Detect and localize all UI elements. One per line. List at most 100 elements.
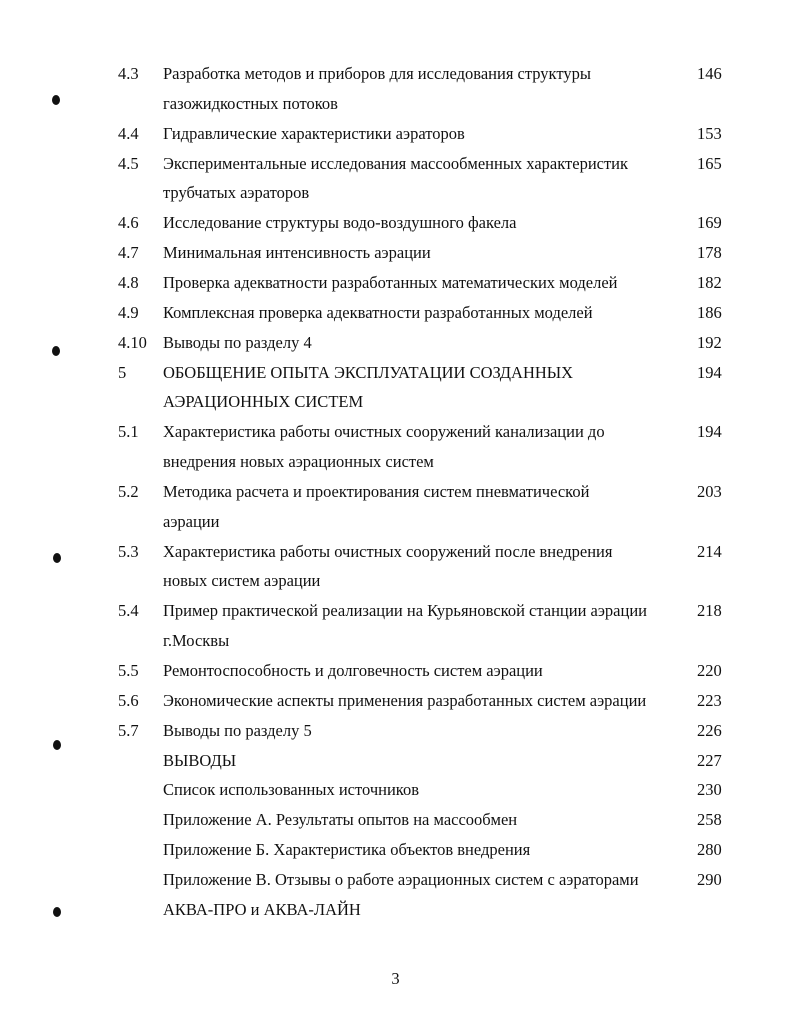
toc-entry-page: 258 xyxy=(697,810,722,830)
toc-entry: АЭРАЦИОННЫХ СИСТЕМ xyxy=(0,392,791,412)
toc-entry: АКВА-ПРО и АКВА-ЛАЙН xyxy=(0,900,791,920)
toc-entry-number: 5.6 xyxy=(118,690,139,710)
toc-entry-page: 218 xyxy=(697,601,722,621)
toc-entry: 5.3 214 Характеристика работы очистных соо… xyxy=(0,542,791,562)
toc-entry: 5.2 203 Методика расчета и проектирования … xyxy=(0,482,791,502)
toc-entry-title: Выводы по разделу 4 xyxy=(163,332,312,352)
toc-entry-title: АЭРАЦИОННЫХ СИСТЕМ xyxy=(163,392,364,412)
toc-entry: 5.5 220 Ремонтоспособность и долговечность… xyxy=(0,661,791,681)
toc-entry-title: Ремонтоспособность и долговечность систе… xyxy=(163,661,543,680)
toc-entry-number: 5.5 xyxy=(118,661,139,680)
toc-entry-page: 153 xyxy=(697,123,722,143)
toc-entry-title: Приложение В. Отзывы о работе аэрационны… xyxy=(163,869,639,889)
toc-entry: газожидкостных потоков xyxy=(0,94,791,114)
toc-entry-page: 182 xyxy=(697,272,722,292)
toc-entry: 5.7 226 Выводы по разделу 5 xyxy=(0,721,791,741)
toc-entry-page: 226 xyxy=(697,720,722,740)
toc-entry-title: Выводы по разделу 5 xyxy=(163,720,312,740)
toc-entry-page: 290 xyxy=(697,869,722,889)
toc-entry-title: АКВА-ПРО и АКВА-ЛАЙН xyxy=(163,899,361,919)
toc-entry-page: 194 xyxy=(697,422,722,442)
toc-entry-page: 223 xyxy=(697,690,722,710)
toc-entry-page: 280 xyxy=(697,840,722,860)
toc-entry: 4.8 182 Проверка адекватности разработанны… xyxy=(0,273,791,293)
toc-entry: 5.4 218 Пример практической реализации на … xyxy=(0,601,791,621)
toc-entry-number: 5.4 xyxy=(118,601,139,621)
toc-entry-title: Гидравлические характеристики аэраторов xyxy=(163,123,465,143)
toc-entry-title: Исследование структуры водо-воздушного ф… xyxy=(163,213,517,233)
toc-entry-number: 4.8 xyxy=(118,272,139,292)
toc-entry-number: 4.3 xyxy=(118,64,139,83)
toc-entry: внедрения новых аэрационных систем xyxy=(0,452,791,472)
toc-entry-number: 5.7 xyxy=(118,720,139,740)
toc-entry: 227 ВЫВОДЫ xyxy=(0,751,791,771)
toc-entry-title: ВЫВОДЫ xyxy=(163,750,237,770)
toc-entry-number: 4.7 xyxy=(118,243,139,263)
toc-entry-number: 4.10 xyxy=(118,332,147,352)
toc-entry: 5.1 194 Характеристика работы очистных соо… xyxy=(0,422,791,442)
toc-entry-page: 186 xyxy=(697,302,722,322)
toc-entry-page: 214 xyxy=(697,541,722,561)
toc-entry-page: 203 xyxy=(697,481,722,501)
binder-hole-mark xyxy=(53,553,61,563)
binder-hole-mark xyxy=(52,95,60,105)
toc-entry-number: 4.5 xyxy=(118,153,139,173)
toc-entry-title: Разработка методов и приборов для исслед… xyxy=(163,64,591,83)
toc-entry-number: 5.2 xyxy=(118,481,139,501)
toc-entry-title: Список использованных источников xyxy=(163,780,419,800)
toc-entry: трубчатых аэраторов xyxy=(0,183,791,203)
toc-entry-title: Приложение Б. Характеристика объектов вн… xyxy=(163,840,531,860)
toc-entry-page: 194 xyxy=(697,362,722,382)
toc-entry-title: Комплексная проверка адекватности разраб… xyxy=(163,302,593,322)
toc-entry: 4.4 153 Гидравлические характеристики аэра… xyxy=(0,124,791,144)
toc-entry-page: 192 xyxy=(697,332,722,352)
toc-entry-number: 4.6 xyxy=(118,213,139,233)
toc-entry-title: газожидкостных потоков xyxy=(163,93,338,113)
toc-entry-title: трубчатых аэраторов xyxy=(163,183,310,203)
toc-entry-title: Пример практической реализации на Курьян… xyxy=(163,601,647,621)
toc-entry: 4.7 178 Минимальная интенсивность аэрации xyxy=(0,243,791,263)
toc-entry: 5.6 223 Экономические аспекты применения р… xyxy=(0,691,791,711)
toc-entry-page: 178 xyxy=(697,243,722,263)
toc-entry-title: Экспериментальные исследования массообме… xyxy=(163,153,629,173)
toc-entry-page: 227 xyxy=(697,750,722,770)
toc-entry: 4.3 146 Разработка методов и приборов для … xyxy=(0,64,791,84)
toc-entry-title: Приложение А. Результаты опытов на массо… xyxy=(163,810,518,830)
page-number: 3 xyxy=(391,969,400,988)
toc-entry-title: аэрации xyxy=(163,511,220,531)
toc-entry-page: 230 xyxy=(697,780,722,800)
toc-entry-title: ОБОБЩЕНИЕ ОПЫТА ЭКСПЛУАТАЦИИ СОЗДАННЫХ xyxy=(163,362,574,382)
toc-entry: г.Москвы xyxy=(0,631,791,651)
toc-entry-page: 146 xyxy=(697,64,722,83)
toc-entry: 230 Список использованных источников xyxy=(0,780,791,800)
binder-hole-mark xyxy=(53,740,61,750)
binder-hole-mark xyxy=(52,346,60,356)
toc-entry: 290 Приложение В. Отзывы о работе аэрацио… xyxy=(0,870,791,890)
toc-entry: 4.9 186 Комплексная проверка адекватности … xyxy=(0,303,791,323)
toc-entry: 258 Приложение А. Результаты опытов на ма… xyxy=(0,810,791,830)
toc-entry-page: 165 xyxy=(697,153,722,173)
toc-entry-number: 5.3 xyxy=(118,541,139,561)
toc-entry: 4.10 192 Выводы по разделу 4 xyxy=(0,333,791,353)
toc-entry-number: 5.1 xyxy=(118,422,139,442)
toc-entry: 5 194 ОБОБЩЕНИЕ ОПЫТА ЭКСПЛУАТАЦИИ СОЗДАНН… xyxy=(0,363,791,383)
toc-entry-number: 4.4 xyxy=(118,123,139,143)
toc-entry-title: Минимальная интенсивность аэрации xyxy=(163,243,431,263)
toc-entry-page: 169 xyxy=(697,213,722,233)
toc-entry-title: Характеристика работы очистных сооружени… xyxy=(163,541,613,561)
toc-entry-title: новых систем аэрации xyxy=(163,571,321,591)
toc-entry-title: Экономические аспекты применения разрабо… xyxy=(163,690,647,710)
toc-entry-page: 220 xyxy=(697,661,722,680)
toc-entry: 4.5 165 Экспериментальные исследования мас… xyxy=(0,154,791,174)
toc-entry-title: Проверка адекватности разработанных мате… xyxy=(163,272,618,292)
toc-entry-title: г.Москвы xyxy=(163,631,230,651)
toc-entry: новых систем аэрации xyxy=(0,571,791,591)
toc-entry-title: Методика расчета и проектирования систем… xyxy=(163,481,590,501)
toc-entry-number: 4.9 xyxy=(118,302,139,322)
toc-entry-number: 5 xyxy=(118,362,127,382)
toc-entry: 4.6 169 Исследование структуры водо-воздуш… xyxy=(0,213,791,233)
toc-entry: 280 Приложение Б. Характеристика объектов… xyxy=(0,840,791,860)
binder-hole-mark xyxy=(53,907,61,917)
toc-entry-title: Характеристика работы очистных сооружени… xyxy=(163,422,605,442)
toc-entry: аэрации xyxy=(0,512,791,532)
